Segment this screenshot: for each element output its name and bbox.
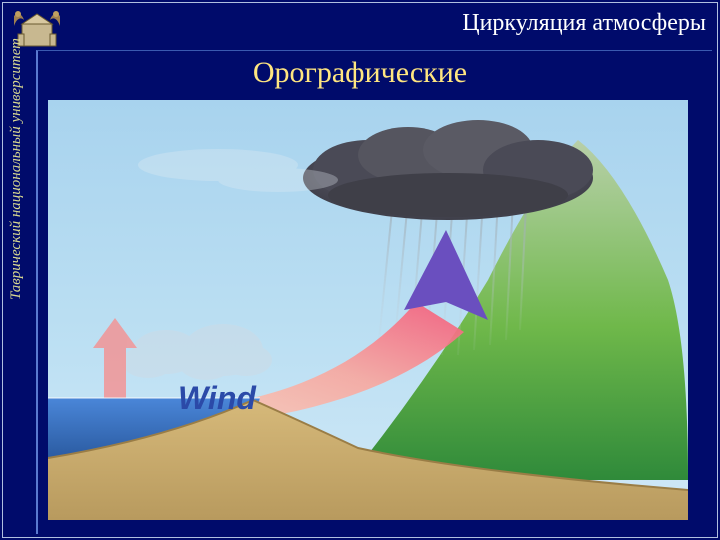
- low-clouds: [122, 324, 272, 380]
- high-wisps: [138, 149, 338, 192]
- header-title: Циркуляция атмосферы: [462, 10, 706, 37]
- orographic-diagram: Wind: [48, 100, 688, 520]
- wind-label: Wind: [178, 380, 256, 417]
- storm-cloud: [303, 120, 593, 220]
- slide-subtitle: Орографические: [0, 56, 720, 90]
- diagram-svg: [48, 100, 688, 520]
- university-vertical-label: Таврический национальный университет: [8, 38, 25, 300]
